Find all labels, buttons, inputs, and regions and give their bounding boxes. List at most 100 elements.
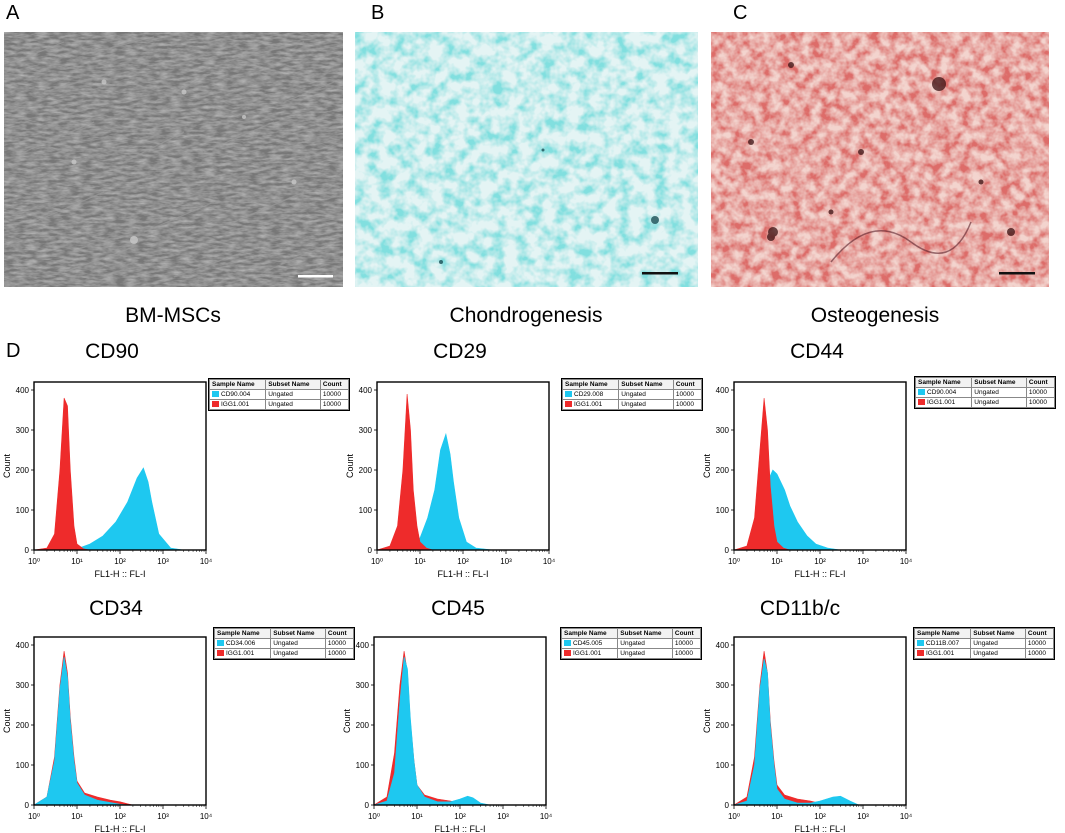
legend-header: Subset Name <box>617 628 673 639</box>
x-tick-label: 10³ <box>857 557 869 566</box>
legend-sample-name: CD45.005 <box>573 640 603 647</box>
legend-swatch <box>918 389 925 396</box>
chart-title-cd29: CD29 <box>433 340 487 363</box>
y-tick-label: 0 <box>725 546 730 555</box>
histogram-cd29: 0 100 200 300 400 10⁰ 10¹ 10² 10³ 10⁴ FL1-H :: FL-… <box>343 378 556 579</box>
legend-header: Sample Name <box>208 379 267 390</box>
x-tick-label: 10⁴ <box>900 812 913 821</box>
legend-cd44: Sample Name Subset Name Count CD90.004 Ungat… <box>914 376 1056 409</box>
y-tick-label: 400 <box>716 641 730 650</box>
y-tick-label: 0 <box>25 546 30 555</box>
legend-subset-name: Ungated <box>970 638 1026 649</box>
legend-header: Subset Name <box>270 628 326 639</box>
y-axis-label: Count <box>702 454 712 479</box>
x-axis-label: FL1-H :: FL-I <box>434 824 485 833</box>
y-tick-label: 300 <box>716 681 730 690</box>
legend-swatch <box>217 640 224 647</box>
legend-row: IGG1.001 Ungated 10000 <box>561 399 703 410</box>
panel-letter-c: C <box>733 2 748 24</box>
chart-title-cd44: CD44 <box>790 340 844 363</box>
series-area-cd29-008 <box>397 432 494 551</box>
x-tick-label: 10⁰ <box>28 557 40 566</box>
y-tick-label: 100 <box>716 761 730 770</box>
x-tick-label: 10⁴ <box>540 812 553 821</box>
legend-subset-name: Ungated <box>265 389 321 400</box>
y-tick-label: 300 <box>356 681 370 690</box>
x-tick-label: 10⁴ <box>200 557 213 566</box>
y-tick-label: 300 <box>16 681 30 690</box>
y-tick-label: 400 <box>716 386 730 395</box>
legend-subset-name: Ungated <box>971 387 1027 398</box>
legend-header: Count <box>319 379 350 390</box>
legend-row: CD90.004 Ungated 10000 <box>208 389 350 400</box>
series-area-igg1-001 <box>33 397 90 551</box>
legend-count: 10000 <box>324 638 355 649</box>
y-tick-label: 400 <box>359 386 373 395</box>
legend-count: 10000 <box>319 399 350 410</box>
micrograph-osteogenesis <box>711 32 1049 287</box>
x-tick-label: 10⁴ <box>200 812 213 821</box>
legend-subset-name: Ungated <box>970 648 1026 659</box>
y-tick-label: 0 <box>365 801 370 810</box>
panel-letter-b: B <box>371 2 385 24</box>
legend-subset-name: Ungated <box>270 638 326 649</box>
legend-row: CD11B.007 Ungated 10000 <box>913 638 1055 649</box>
legend-count: 10000 <box>672 389 703 400</box>
y-tick-label: 0 <box>25 801 30 810</box>
y-tick-label: 200 <box>356 721 370 730</box>
histogram-cd34: 0 100 200 300 400 10⁰ 10¹ 10² 10³ 10⁴ FL1-H :: FL-… <box>0 633 213 833</box>
histogram-cd44: 0 100 200 300 400 10⁰ 10¹ 10² 10³ 10⁴ FL1-H :: FL-… <box>700 378 913 579</box>
y-tick-label: 200 <box>716 721 730 730</box>
legend-sample-name: CD90.004 <box>927 389 957 396</box>
legend-header: Count <box>671 628 702 639</box>
legend-header: Sample Name <box>914 377 973 388</box>
legend-swatch <box>917 640 924 647</box>
legend-swatch <box>917 650 924 657</box>
legend-sample-name: CD29.008 <box>574 391 604 398</box>
legend-header: Subset Name <box>970 628 1026 639</box>
legend-swatch <box>564 640 571 647</box>
legend-swatch <box>565 401 572 408</box>
x-tick-label: 10¹ <box>411 812 423 821</box>
x-tick-label: 10² <box>814 557 826 566</box>
legend-cd11bc: Sample Name Subset Name Count CD11B.007 Unga… <box>913 627 1055 660</box>
legend-cd34: Sample Name Subset Name Count CD34.006 Ungat… <box>213 627 355 660</box>
legend-header: Count <box>324 628 355 639</box>
legend-header: Count <box>1024 628 1055 639</box>
legend-row: CD34.006 Ungated 10000 <box>213 638 355 649</box>
legend-subset-name: Ungated <box>617 648 673 659</box>
legend-header: Count <box>672 379 703 390</box>
scale-bar <box>298 275 333 278</box>
micrograph-chondrogenesis <box>355 32 698 287</box>
panel-letter-a: A <box>6 2 20 24</box>
y-axis-label: Count <box>2 454 12 479</box>
y-axis-label: Count <box>345 454 355 479</box>
histogram-cd11bc: 0 100 200 300 400 10⁰ 10¹ 10² 10³ 10⁴ FL1-H :: FL-… <box>700 633 913 833</box>
caption-bm-mscs: BM-MSCs <box>125 304 221 327</box>
series-area-igg1-001 <box>372 650 486 806</box>
legend-count: 10000 <box>1025 387 1056 398</box>
x-tick-label: 10³ <box>497 812 509 821</box>
chart-title-cd90: CD90 <box>85 340 139 363</box>
x-axis-label: FL1-H :: FL-I <box>794 569 845 579</box>
y-tick-label: 400 <box>16 641 30 650</box>
y-tick-label: 400 <box>356 641 370 650</box>
y-tick-label: 200 <box>359 466 373 475</box>
legend-header: Sample Name <box>213 628 272 639</box>
y-tick-label: 300 <box>716 426 730 435</box>
caption-osteogenesis: Osteogenesis <box>810 304 940 327</box>
legend-header: Sample Name <box>560 628 619 639</box>
legend-count: 10000 <box>671 648 702 659</box>
x-tick-label: 10³ <box>157 557 169 566</box>
legend-swatch <box>212 401 219 408</box>
legend-row: IGG1.001 Ungated 10000 <box>914 397 1056 408</box>
histogram-cd45: 0 100 200 300 400 10⁰ 10¹ 10² 10³ 10⁴ FL1-H :: FL-… <box>340 633 553 833</box>
x-axis-label: FL1-H :: FL-I <box>94 569 145 579</box>
caption-chondrogenesis: Chondrogenesis <box>449 304 603 327</box>
y-tick-label: 100 <box>359 506 373 515</box>
y-tick-label: 0 <box>368 546 373 555</box>
y-axis-label: Count <box>702 709 712 734</box>
series-area-cd45-005 <box>373 656 491 806</box>
legend-header: Subset Name <box>618 379 674 390</box>
legend-subset-name: Ungated <box>270 648 326 659</box>
